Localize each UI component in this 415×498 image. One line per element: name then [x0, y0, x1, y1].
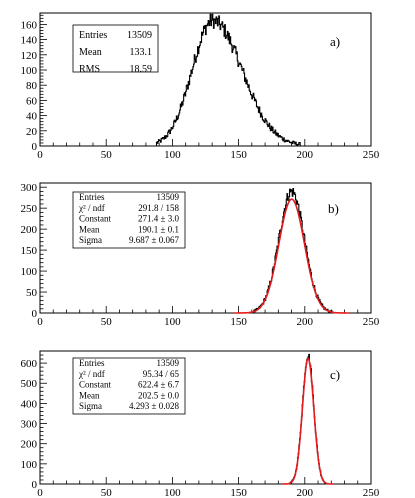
gaussian-fit-curve: [233, 198, 350, 314]
y-tick-label: 60: [26, 95, 38, 107]
stat-label: Mean: [79, 224, 100, 234]
stat-value: 202.5 ± 0.0: [138, 390, 179, 400]
x-tick-label: 0: [37, 316, 43, 328]
stat-value: 13509: [157, 358, 180, 368]
plot-frame: [39, 182, 372, 314]
y-tick-label: 400: [21, 398, 38, 410]
y-tick-label: 50: [26, 287, 38, 299]
x-tick-label: 250: [363, 487, 380, 498]
stat-label: Entries: [79, 30, 107, 41]
y-tick-label: 100: [21, 65, 38, 77]
stats-box: Entries 13509 χ² / ndf 291.8 / 158 Constant 2…: [72, 191, 186, 249]
histogram-line: [251, 187, 334, 314]
x-tick-label: 250: [363, 149, 380, 161]
y-tick-label: 140: [21, 35, 38, 47]
y-tick-label: 40: [26, 111, 38, 123]
panel-3: 0 50 100 150 200 250 0 100 200 300 400 500 600 Entrie…: [21, 350, 380, 498]
stat-value: 13509: [127, 30, 152, 41]
panel-label: a): [330, 34, 340, 49]
stat-label: RMS: [79, 64, 100, 75]
x-tick-label: 50: [101, 316, 113, 328]
stat-value: 133.1: [130, 47, 153, 58]
stat-label: Entries: [79, 358, 105, 368]
stat-label: Constant: [79, 214, 112, 224]
x-tick-label: 50: [101, 487, 113, 498]
stat-label: Sigma: [79, 401, 102, 411]
stats-box-frame: [72, 357, 186, 415]
y-tick-label: 20: [26, 126, 38, 138]
y-tick-label: 250: [21, 203, 38, 215]
x-tick-label: 150: [230, 487, 247, 498]
x-tick-label: 50: [101, 149, 113, 161]
stat-value: 4.293 ± 0.028: [129, 401, 179, 411]
x-tick-label: 100: [164, 487, 181, 498]
plot-frame: [39, 350, 372, 485]
stat-value: 271.4 ± 3.0: [138, 214, 179, 224]
stats-box-frame: [72, 191, 186, 249]
x-tick-label: 150: [230, 316, 247, 328]
x-tick-label: 200: [297, 149, 314, 161]
panel-label: c): [330, 367, 340, 382]
y-tick-label: 160: [21, 19, 38, 31]
y-tick-label: 0: [32, 141, 38, 153]
panel-label: b): [328, 201, 339, 216]
y-tick-label: 100: [21, 459, 38, 471]
x-tick-label: 0: [37, 487, 43, 498]
x-tick-label: 200: [297, 316, 314, 328]
x-tick-label: 100: [164, 149, 181, 161]
stat-value: 18.59: [130, 64, 153, 75]
y-tick-label: 300: [21, 419, 38, 431]
panel-1: 0 50 100 150 200 250 0 20 40 60 80 100 120 140 160 Entr…: [21, 12, 380, 161]
y-tick-label: 300: [21, 182, 38, 194]
stats-box-frame: [72, 24, 159, 73]
y-tick-label: 0: [32, 479, 38, 491]
stat-value: 13509: [157, 192, 180, 202]
x-tick-label: 200: [297, 487, 314, 498]
stats-box: Entries 13509 χ² / ndf 95.34 / 65 Constant 62…: [72, 357, 186, 415]
y-tick-label: 120: [21, 50, 38, 62]
y-tick-label: 600: [21, 358, 38, 370]
stat-label: Constant: [79, 380, 112, 390]
stat-label: Mean: [79, 390, 100, 400]
y-tick-label: 100: [21, 266, 38, 278]
stat-label: Entries: [79, 192, 105, 202]
stat-label: χ² / ndf: [78, 369, 105, 379]
x-tick-label: 0: [37, 149, 43, 161]
x-tick-label: 250: [363, 316, 380, 328]
y-tick-label: 200: [21, 224, 38, 236]
histogram-line: [155, 13, 301, 147]
y-tick-label: 150: [21, 245, 38, 257]
x-tick-label: 100: [164, 316, 181, 328]
stat-value: 190.1 ± 0.1: [138, 224, 179, 234]
x-tick-label: 150: [230, 149, 247, 161]
stat-value: 622.4 ± 6.7: [138, 380, 179, 390]
y-tick-label: 500: [21, 378, 38, 390]
stats-box: Entries 13509 Mean 133.1 RMS 18.59: [72, 24, 159, 75]
stat-value: 291.8 / 158: [138, 203, 179, 213]
stat-label: Sigma: [79, 235, 102, 245]
stat-value: 95.34 / 65: [143, 369, 180, 379]
stat-label: Mean: [79, 47, 102, 58]
panel-2: 0 50 100 150 200 250 0 50 100 150 200 250 300 Entries…: [21, 182, 380, 328]
stat-label: χ² / ndf: [78, 203, 105, 213]
gaussian-fit-curve: [282, 357, 334, 485]
y-tick-label: 200: [21, 439, 38, 451]
y-tick-label: 0: [32, 308, 38, 320]
y-tick-label: 80: [26, 80, 38, 92]
stat-value: 9.687 ± 0.067: [129, 235, 179, 245]
